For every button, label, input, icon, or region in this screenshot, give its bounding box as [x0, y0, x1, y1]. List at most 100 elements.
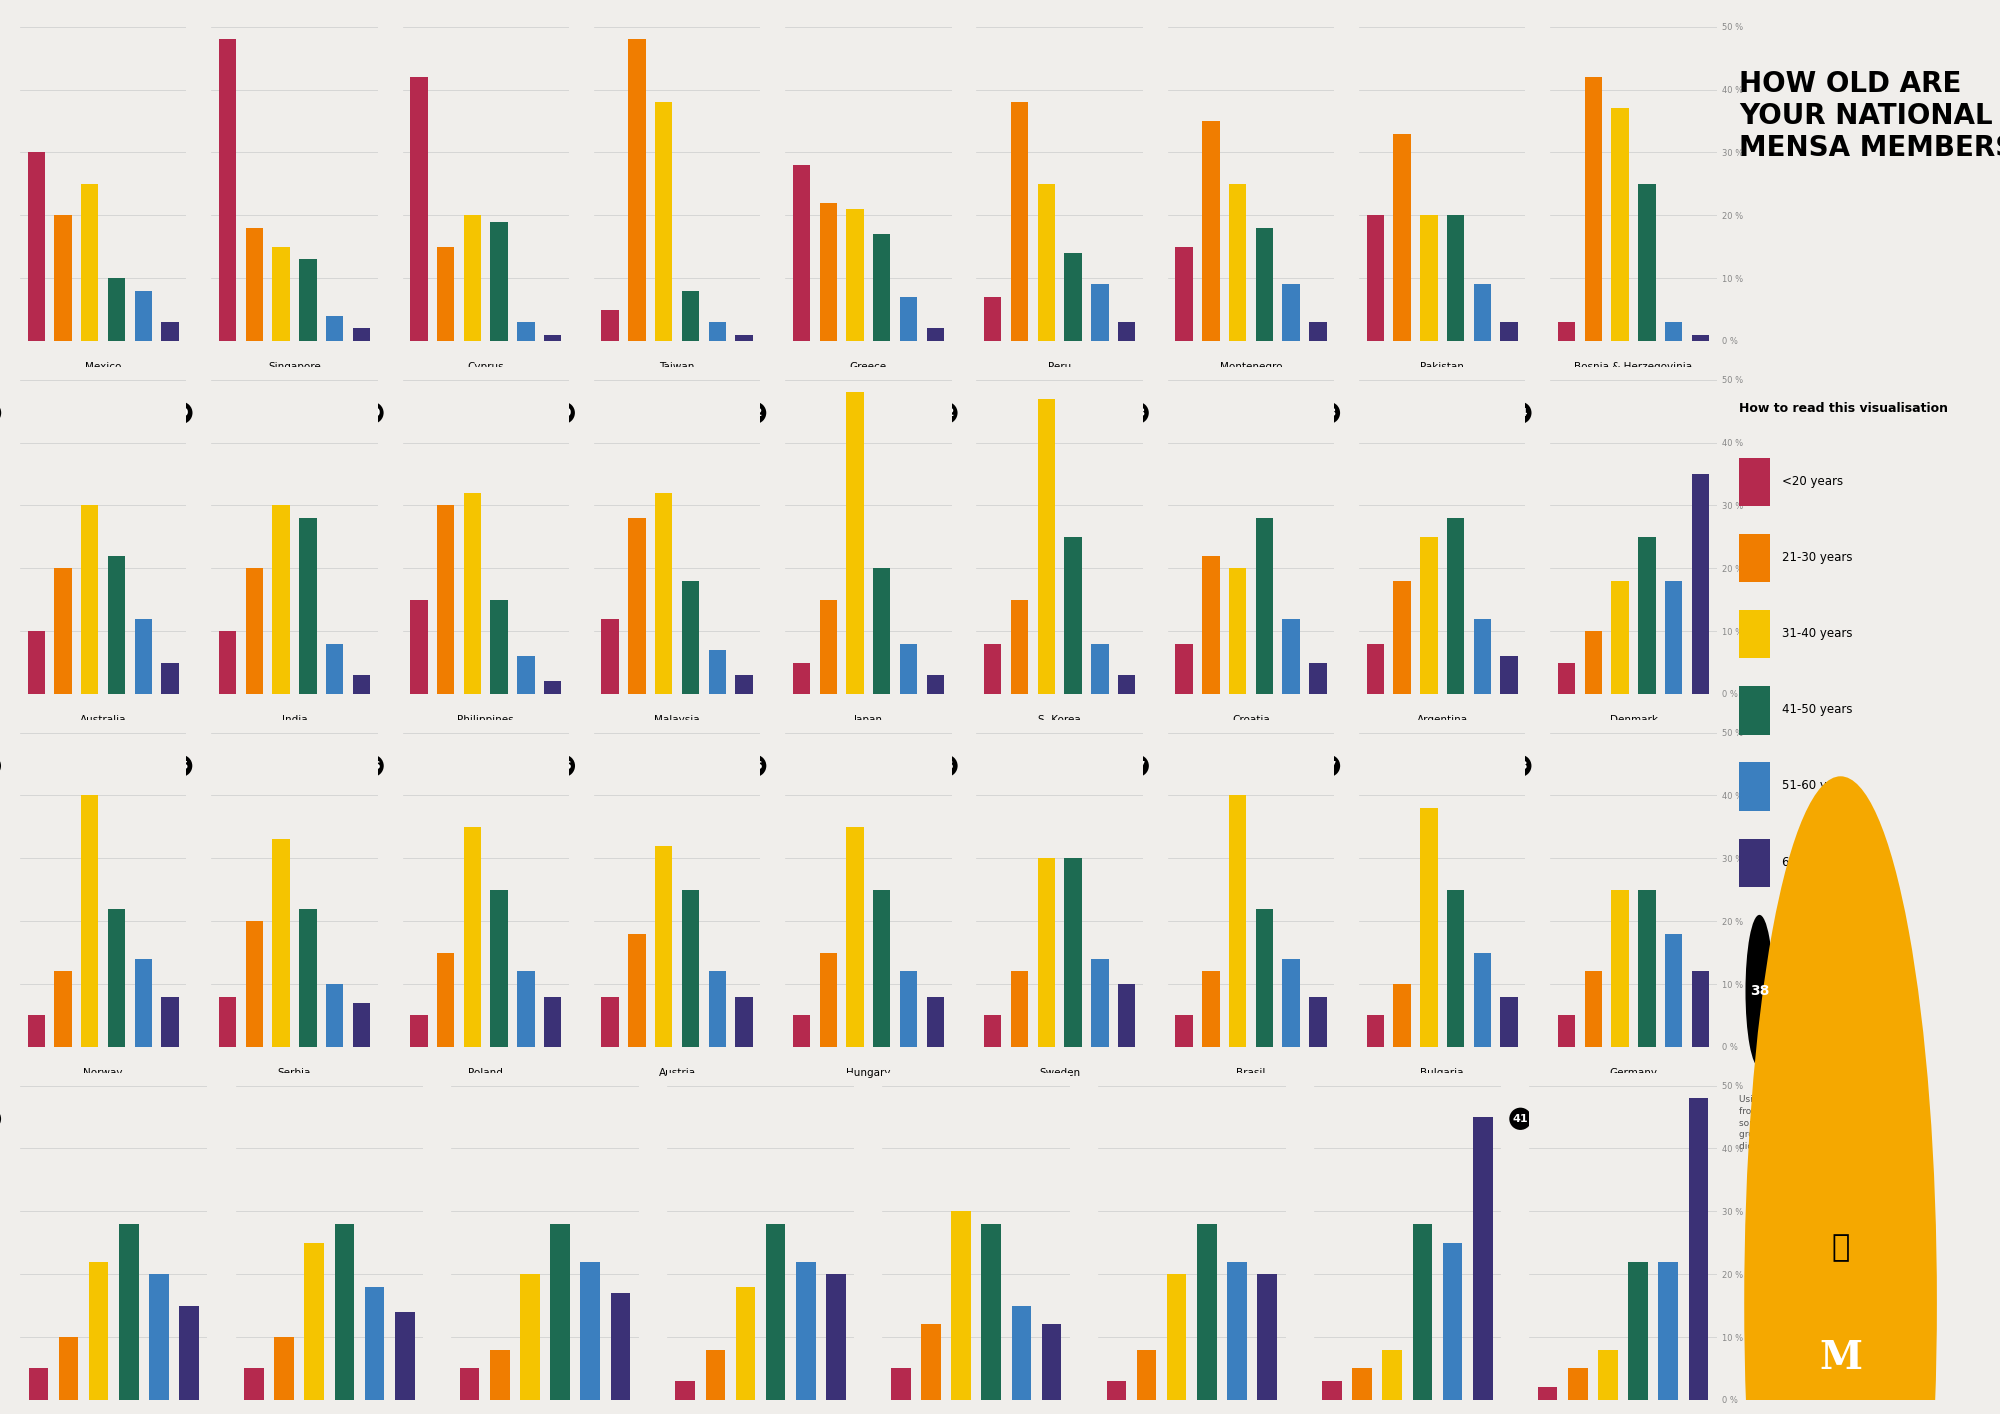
Bar [436, 953, 454, 1046]
Bar [108, 909, 126, 1046]
Text: Average age in: Average age in [1782, 971, 1872, 984]
Bar [352, 1003, 370, 1046]
Bar [244, 1369, 264, 1400]
Bar [1420, 215, 1438, 341]
Bar [1010, 971, 1028, 1046]
Text: 21-30 years: 21-30 years [1782, 551, 1852, 564]
Text: 39: 39 [556, 1114, 572, 1124]
Bar [1282, 618, 1300, 694]
Bar [1228, 1261, 1246, 1400]
Bar [352, 674, 370, 694]
Text: 30: 30 [556, 407, 572, 419]
Text: Using the most recent reported data
from the Oct '22 IBD agenda, we
sorted Natio: Using the most recent reported data from… [1740, 1094, 1912, 1151]
Bar [706, 1349, 726, 1400]
Bar [544, 682, 562, 694]
Bar [1038, 184, 1054, 341]
Bar [1136, 1349, 1156, 1400]
Bar [602, 310, 618, 341]
Bar [88, 1261, 108, 1400]
Bar [1584, 76, 1602, 341]
Bar [1638, 184, 1656, 341]
Bar [708, 322, 726, 341]
FancyBboxPatch shape [1740, 686, 1770, 735]
Bar [460, 1369, 480, 1400]
Bar [162, 322, 178, 341]
Text: 35: 35 [174, 761, 188, 771]
Bar [926, 997, 944, 1046]
Bar [900, 643, 918, 694]
Text: 34: 34 [1512, 407, 1528, 419]
Bar [82, 184, 98, 341]
Bar [1638, 889, 1656, 1046]
Bar [1394, 984, 1410, 1046]
Bar [436, 505, 454, 694]
Bar [490, 889, 508, 1046]
Bar [1042, 1325, 1062, 1400]
Text: M: M [1818, 1339, 1862, 1377]
Bar [1558, 322, 1576, 341]
Bar [1420, 537, 1438, 694]
Bar [602, 997, 618, 1046]
Bar [544, 335, 562, 341]
Bar [82, 796, 98, 1046]
Bar [610, 1292, 630, 1400]
Bar [1010, 600, 1028, 694]
Bar [1202, 971, 1220, 1046]
X-axis label: S. Korea: S. Korea [1038, 714, 1082, 725]
Bar [518, 322, 534, 341]
Text: 36: 36 [364, 761, 380, 771]
Bar [792, 1015, 810, 1046]
X-axis label: Mexico: Mexico [84, 362, 122, 372]
Bar [1228, 184, 1246, 341]
Bar [1258, 1274, 1276, 1400]
Bar [1474, 284, 1492, 341]
X-axis label: Brasil: Brasil [1236, 1068, 1266, 1077]
Bar [272, 505, 290, 694]
Bar [654, 846, 672, 1046]
Bar [436, 246, 454, 341]
Bar [736, 674, 752, 694]
Bar [1382, 1349, 1402, 1400]
Bar [654, 102, 672, 341]
Bar [108, 556, 126, 694]
Text: 38: 38 [1750, 984, 1770, 998]
FancyBboxPatch shape [1740, 534, 1770, 583]
X-axis label: Bosnia & Herzegovinia: Bosnia & Herzegovinia [1574, 362, 1692, 372]
X-axis label: Singapore: Singapore [268, 362, 320, 372]
Bar [1366, 1015, 1384, 1046]
FancyBboxPatch shape [1740, 609, 1770, 659]
Bar [900, 297, 918, 341]
Bar [1394, 581, 1410, 694]
Text: 36: 36 [938, 761, 954, 771]
X-axis label: Serbia: Serbia [278, 1068, 312, 1077]
Bar [1310, 997, 1326, 1046]
Bar [464, 493, 482, 694]
Circle shape [1746, 915, 1774, 1068]
Bar [1446, 215, 1464, 341]
Bar [846, 392, 864, 694]
Bar [628, 933, 646, 1046]
Bar [1092, 643, 1108, 694]
Bar [1446, 889, 1464, 1046]
Bar [272, 246, 290, 341]
Bar [120, 1225, 138, 1400]
Text: the national Mensa: the national Mensa [1782, 998, 1896, 1011]
Bar [1692, 335, 1710, 341]
Bar [544, 997, 562, 1046]
Bar [736, 997, 752, 1046]
Bar [1366, 643, 1384, 694]
Bar [326, 315, 344, 341]
Text: 37: 37 [1130, 761, 1146, 771]
Bar [1500, 997, 1518, 1046]
Bar [1664, 322, 1682, 341]
Bar [28, 1015, 44, 1046]
Text: 31-40 years: 31-40 years [1782, 626, 1852, 641]
Text: 33: 33 [1130, 407, 1146, 419]
Bar [1012, 1305, 1032, 1400]
Text: 41-50 years: 41-50 years [1782, 703, 1852, 717]
Bar [982, 1225, 1002, 1400]
Bar [334, 1225, 354, 1400]
Bar [682, 581, 700, 694]
Bar [58, 1338, 78, 1400]
Bar [890, 1369, 910, 1400]
